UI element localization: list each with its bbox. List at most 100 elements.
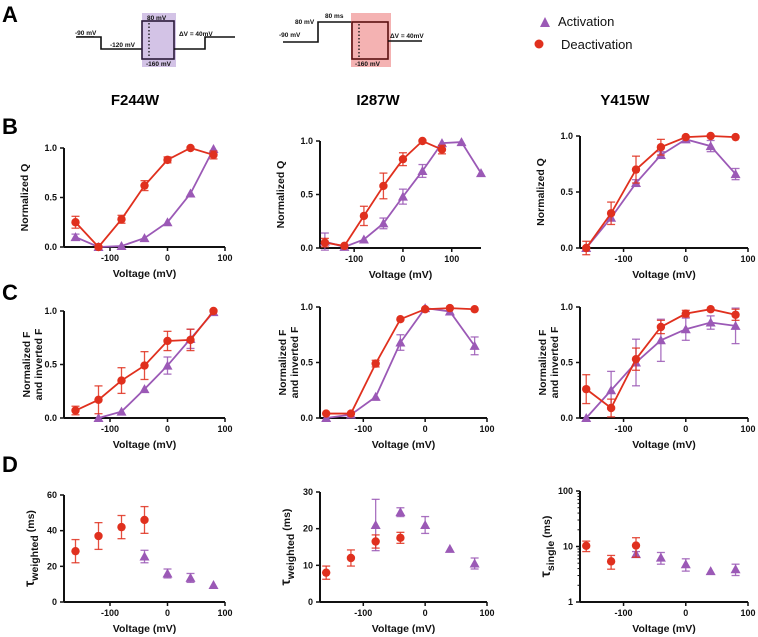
y-axis-label-part: τ xyxy=(277,578,293,585)
y-tick-label: 0.0 xyxy=(300,243,313,253)
y-axis-label: Normalized F xyxy=(21,331,33,398)
deactivation-holding-label: -90 mV xyxy=(279,32,301,39)
x-axis-label: Voltage (mV) xyxy=(632,269,695,281)
series-line-activation xyxy=(75,148,215,248)
x-tick-label: -100 xyxy=(101,608,119,618)
x-axis-label: Voltage (mV) xyxy=(113,439,176,451)
column-title-i287w: I287W xyxy=(356,92,400,109)
data-point-deactivation xyxy=(94,531,103,541)
y-tick-label: 10 xyxy=(563,542,573,552)
series-line-deactivation xyxy=(326,307,475,415)
data-point-deactivation xyxy=(582,243,591,253)
series-activation xyxy=(70,143,219,251)
y-tick-label: 1.0 xyxy=(560,131,573,141)
x-tick-label: 0 xyxy=(423,608,428,618)
data-point-deactivation xyxy=(140,361,149,370)
data-point-deactivation xyxy=(117,376,126,385)
data-point-deactivation xyxy=(582,384,591,394)
series-deactivation xyxy=(320,136,447,251)
data-point-activation xyxy=(469,558,480,568)
x-tick-label: 100 xyxy=(444,254,459,264)
y-tick-label: 0.5 xyxy=(560,187,573,197)
data-point-deactivation xyxy=(209,306,218,316)
plot-d-i287w: -100 0 100 0 10 20 30 Voltage (mV) τweighted (ms… xyxy=(277,487,495,635)
activation-step-label: ΔV = 40mV xyxy=(179,31,213,38)
data-point-activation xyxy=(444,543,455,553)
x-axis-label: Voltage (mV) xyxy=(369,269,432,281)
data-point-deactivation xyxy=(656,143,666,152)
y-axis-label-part: (ms) xyxy=(541,516,553,541)
data-point-deactivation xyxy=(420,305,430,314)
data-point-deactivation xyxy=(606,557,616,566)
data-point-activation xyxy=(162,217,173,227)
legend-deactivation-label: Deactivation xyxy=(561,37,633,52)
x-tick-label: 0 xyxy=(400,254,405,264)
data-point-activation xyxy=(705,566,716,576)
plot-b-y415w: -100 0 100 0.0 0.5 1.0 Voltage (mV) Normalized … xyxy=(535,131,756,281)
y-axis-label-part: τ xyxy=(537,570,553,577)
y-tick-label: 0.0 xyxy=(44,242,57,252)
activation-test-pulse-box xyxy=(141,20,175,60)
x-axis-label: Voltage (mV) xyxy=(632,439,695,451)
plot-c-y415w: -100 0 100 0.0 0.5 1.0 Voltage (mV) Normalized … xyxy=(537,302,756,451)
plot-c-i287w: -100 0 100 0.0 0.5 1.0 Voltage (mV) Normalized … xyxy=(277,302,495,451)
y-tick-label: 0.0 xyxy=(560,413,573,423)
y-tick-label: 1.0 xyxy=(300,136,313,146)
data-point-activation xyxy=(730,320,741,330)
x-tick-label: 0 xyxy=(165,253,170,263)
data-point-activation xyxy=(116,241,127,251)
y-axis-label-part: τ xyxy=(21,580,37,587)
x-tick-label: 0 xyxy=(683,424,688,434)
data-point-deactivation xyxy=(209,150,218,160)
y-tick-label: 0.5 xyxy=(44,360,57,370)
y-axis-label: Normalized F xyxy=(277,329,289,396)
deactivation-duration-label: 80 ms xyxy=(325,13,344,20)
data-point-deactivation xyxy=(631,354,641,364)
data-point-deactivation xyxy=(140,181,149,190)
data-point-activation xyxy=(93,413,104,422)
data-point-deactivation xyxy=(371,537,380,546)
data-point-activation xyxy=(139,233,150,243)
legend-deactivation-marker xyxy=(534,39,544,49)
activation-tail-trace xyxy=(174,36,235,50)
x-tick-label: 0 xyxy=(683,608,688,618)
series-activation xyxy=(139,549,219,590)
y-tick-label: 60 xyxy=(47,490,57,500)
data-point-activation xyxy=(139,551,150,561)
y-tick-label: 20 xyxy=(303,524,313,534)
y-tick-label: 1.0 xyxy=(560,302,573,312)
data-point-deactivation xyxy=(340,241,349,251)
series-line-activation xyxy=(98,311,215,419)
deactivation-prepulse-label: 80 mV xyxy=(295,19,315,26)
data-point-deactivation xyxy=(681,132,690,142)
y-axis-label-part: (ms) xyxy=(25,510,37,535)
data-point-activation xyxy=(358,234,369,244)
y-tick-label: 0.5 xyxy=(44,193,57,203)
data-point-deactivation xyxy=(321,568,331,577)
activation-top-label: 80 mV xyxy=(147,15,167,22)
x-tick-label: 100 xyxy=(740,254,755,264)
data-point-deactivation xyxy=(631,541,641,550)
data-point-deactivation xyxy=(117,215,126,224)
y-tick-label: 1.0 xyxy=(300,302,313,312)
data-point-activation xyxy=(139,384,150,394)
x-tick-label: -100 xyxy=(615,424,633,434)
y-axis-label: Normalized F xyxy=(537,329,549,396)
y-axis-label: τweighted (ms) xyxy=(277,509,297,586)
data-point-deactivation xyxy=(656,322,666,332)
y-tick-label: 1.0 xyxy=(44,306,57,316)
data-point-activation xyxy=(397,191,408,201)
data-point-activation xyxy=(395,507,406,517)
data-point-activation xyxy=(469,340,480,350)
series-activation xyxy=(370,498,480,570)
data-point-activation xyxy=(705,317,716,327)
data-point-activation xyxy=(730,564,741,574)
series-deactivation xyxy=(71,306,218,416)
x-tick-label: -100 xyxy=(354,424,372,434)
data-point-activation xyxy=(680,559,691,569)
x-tick-label: 0 xyxy=(165,608,170,618)
x-axis-label: Voltage (mV) xyxy=(632,623,695,635)
data-point-activation xyxy=(705,141,716,151)
data-point-deactivation xyxy=(71,546,80,556)
plot-b-i287w: -100 0 100 0.0 0.5 1.0 Voltage (mV) Normalized … xyxy=(275,136,486,281)
